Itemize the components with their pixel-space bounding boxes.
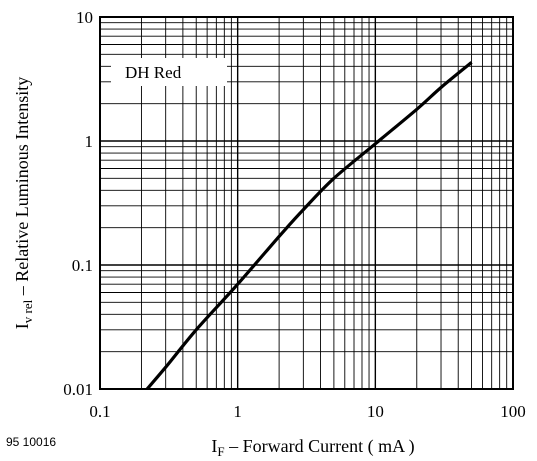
plot-area-frame	[99, 16, 514, 390]
legend-label: DH Red	[125, 63, 182, 82]
y-tick-label: 0.1	[72, 256, 93, 275]
x-tick-label: 10	[367, 402, 384, 421]
major-grid	[100, 17, 513, 389]
y-tick-label: 0.01	[63, 380, 93, 399]
figure-id: 95 10016	[6, 435, 56, 449]
legend: DH Red	[111, 58, 227, 86]
y-tick-labels: 0.01 0.1 1 10	[63, 8, 93, 399]
x-tick-label: 1	[233, 402, 242, 421]
x-axis-label: IF – Forward Current ( mA )	[211, 436, 414, 459]
x-tick-label: 0.1	[89, 402, 110, 421]
legend-background	[111, 58, 227, 86]
series-line-dh-red	[145, 61, 473, 391]
y-axis-label: Iv rel – Relative Luminous Intensity	[12, 77, 35, 329]
y-tick-label: 1	[85, 132, 94, 151]
y-tick-label: 10	[76, 8, 93, 27]
x-tick-label: 100	[500, 402, 526, 421]
x-tick-labels: 0.1 1 10 100	[89, 402, 525, 421]
